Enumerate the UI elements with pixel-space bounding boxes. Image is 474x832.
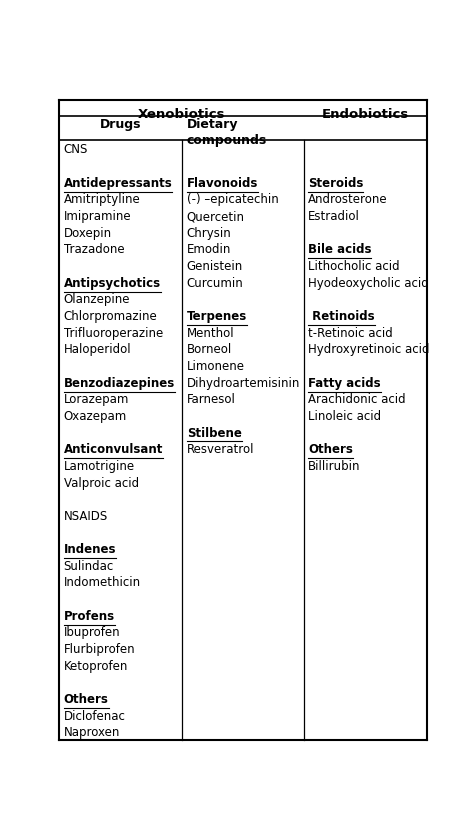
Text: Ketoprofen: Ketoprofen <box>64 660 128 673</box>
Text: Hydroxyretinoic acid: Hydroxyretinoic acid <box>308 344 429 356</box>
Text: Limonene: Limonene <box>187 360 245 373</box>
Text: Flavonoids: Flavonoids <box>187 176 258 190</box>
Text: Menthol: Menthol <box>187 327 234 339</box>
Text: Curcumin: Curcumin <box>187 277 244 290</box>
Text: Antipsychotics: Antipsychotics <box>64 277 161 290</box>
Text: Haloperidol: Haloperidol <box>64 344 131 356</box>
Text: Others: Others <box>64 693 109 706</box>
Text: NSAIDS: NSAIDS <box>64 510 108 522</box>
Text: Amitriptyline: Amitriptyline <box>64 193 140 206</box>
Text: Xenobiotics: Xenobiotics <box>137 107 225 121</box>
Text: Hyodeoxycholic acid: Hyodeoxycholic acid <box>308 277 428 290</box>
Text: Lorazepam: Lorazepam <box>64 394 129 406</box>
Text: Estradiol: Estradiol <box>308 210 360 223</box>
Text: Trazadone: Trazadone <box>64 243 124 256</box>
Text: Dietary
compounds: Dietary compounds <box>187 118 267 146</box>
Text: t-Retinoic acid: t-Retinoic acid <box>308 327 392 339</box>
Text: Drugs: Drugs <box>100 118 142 131</box>
Text: Naproxen: Naproxen <box>64 726 120 740</box>
Text: Emodin: Emodin <box>187 243 231 256</box>
Text: Retinoids: Retinoids <box>308 310 374 323</box>
Text: Stilbene: Stilbene <box>187 427 242 439</box>
Text: Trifluoroperazine: Trifluoroperazine <box>64 327 163 339</box>
Text: Endobiotics: Endobiotics <box>321 107 409 121</box>
Text: Borneol: Borneol <box>187 344 232 356</box>
Text: Indenes: Indenes <box>64 543 116 556</box>
Text: Antidepressants: Antidepressants <box>64 176 173 190</box>
Text: Resveratrol: Resveratrol <box>187 443 254 456</box>
Text: Lithocholic acid: Lithocholic acid <box>308 260 400 273</box>
Text: Ibuprofen: Ibuprofen <box>64 626 120 640</box>
Text: Flurbiprofen: Flurbiprofen <box>64 643 135 656</box>
Text: Chlorpromazine: Chlorpromazine <box>64 310 157 323</box>
Text: Billirubin: Billirubin <box>308 460 360 473</box>
Text: Imipramine: Imipramine <box>64 210 131 223</box>
Text: Quercetin: Quercetin <box>187 210 245 223</box>
Text: Others: Others <box>308 443 353 456</box>
Text: Benzodiazepines: Benzodiazepines <box>64 377 175 389</box>
Text: Linoleic acid: Linoleic acid <box>308 410 381 423</box>
Text: Arachidonic acid: Arachidonic acid <box>308 394 406 406</box>
Text: CNS: CNS <box>64 143 88 156</box>
Text: Doxepin: Doxepin <box>64 226 112 240</box>
Text: Dihydroartemisinin: Dihydroartemisinin <box>187 377 300 389</box>
Text: Fatty acids: Fatty acids <box>308 377 381 389</box>
Text: Valproic acid: Valproic acid <box>64 477 139 489</box>
Text: Indomethicin: Indomethicin <box>64 577 141 590</box>
Text: Terpenes: Terpenes <box>187 310 247 323</box>
Text: Bile acids: Bile acids <box>308 243 372 256</box>
Text: Oxazepam: Oxazepam <box>64 410 127 423</box>
Text: Lamotrigine: Lamotrigine <box>64 460 135 473</box>
Text: Genistein: Genistein <box>187 260 243 273</box>
Text: Olanzepine: Olanzepine <box>64 294 130 306</box>
Text: Anticonvulsant: Anticonvulsant <box>64 443 163 456</box>
Text: Androsterone: Androsterone <box>308 193 388 206</box>
Text: (-) –epicatechin: (-) –epicatechin <box>187 193 278 206</box>
Text: Diclofenac: Diclofenac <box>64 710 126 723</box>
Text: Farnesol: Farnesol <box>187 394 236 406</box>
Text: Sulindac: Sulindac <box>64 560 114 572</box>
Text: Steroids: Steroids <box>308 176 363 190</box>
Text: Chrysin: Chrysin <box>187 226 231 240</box>
Text: Profens: Profens <box>64 610 115 623</box>
